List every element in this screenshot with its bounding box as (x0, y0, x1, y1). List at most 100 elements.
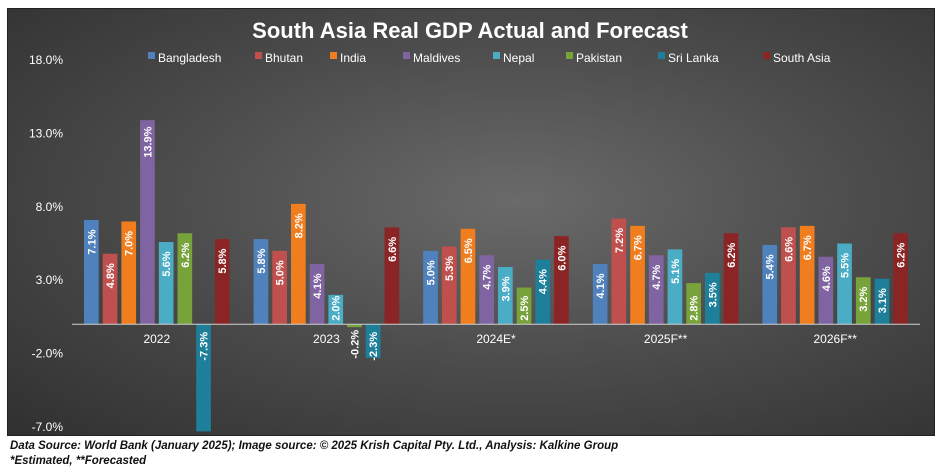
bar-maldives (479, 255, 494, 325)
bar-india (630, 225, 645, 325)
data-label: 6.2% (726, 242, 738, 267)
bar-bhutan (102, 253, 118, 325)
x-category-label: 2023 (313, 332, 340, 346)
data-label: 6.2% (180, 242, 192, 267)
data-label: 4.1% (312, 273, 324, 298)
bar-sri-lanka (196, 324, 211, 432)
data-label: 6.7% (633, 235, 645, 260)
data-label: 5.0% (426, 260, 438, 285)
data-label: 5.8% (256, 248, 268, 273)
bar-bangladesh (423, 250, 438, 325)
data-label: 7.1% (86, 229, 98, 254)
bars (84, 120, 908, 432)
data-label: 7.0% (124, 231, 136, 256)
bar-bhutan (781, 227, 796, 325)
y-tick-label: -2.0% (32, 347, 64, 361)
legend-swatch-india (330, 52, 337, 59)
data-label: 4.7% (651, 264, 663, 289)
bar-maldives (140, 120, 155, 325)
legend-swatch-maldives (403, 52, 410, 59)
data-label: 6.5% (463, 238, 475, 263)
legend: Bangladesh Bhutan India Maldives Nepal Pakist… (148, 51, 831, 65)
bar-bangladesh (592, 264, 608, 325)
legend-label-south-asia: South Asia (773, 51, 831, 65)
y-tick-label: 18.0% (29, 53, 63, 67)
data-label: 7.2% (614, 228, 626, 253)
x-axis: 2022 2023 2024E* 2025F** 2026F** (72, 323, 920, 346)
data-label: 2.5% (519, 295, 531, 320)
footnotes: Data Source: World Bank (January 2025); … (10, 439, 618, 469)
legend-swatch-south-asia (763, 52, 770, 59)
data-label: 2.0% (331, 295, 343, 320)
chart-panel (7, 8, 935, 436)
data-label: -0.2% (349, 330, 361, 359)
data-label: 5.1% (670, 259, 682, 284)
bar-nepal (328, 294, 344, 325)
bar-sri-lanka (705, 272, 720, 325)
bar-sri-lanka (874, 278, 890, 325)
x-category-label: 2025F** (644, 332, 688, 346)
bar-south-asia (893, 233, 908, 325)
data-label: 5.8% (217, 248, 229, 273)
bar-india (799, 225, 815, 325)
data-label: 5.3% (444, 256, 456, 281)
data-label: 4.4% (538, 269, 550, 294)
legend-swatch-pakistan (566, 52, 573, 59)
bar-sri-lanka (535, 259, 551, 325)
bar-maldives (818, 256, 834, 325)
bar-india (291, 203, 306, 325)
legend-swatch-nepal (493, 52, 500, 59)
x-category-label: 2024E* (476, 332, 516, 346)
bar-bangladesh (762, 244, 778, 325)
data-label: 5.6% (161, 251, 173, 276)
data-label: 4.7% (482, 264, 494, 289)
y-tick-label: 3.0% (36, 273, 64, 287)
bar-india (121, 221, 137, 325)
bar-maldives (648, 255, 664, 325)
legend-label-maldives: Maldives (413, 51, 460, 65)
y-tick-label: 13.0% (29, 126, 63, 140)
bar-pakistan (855, 277, 871, 325)
legend-label-india: India (340, 51, 366, 65)
bar-maldives (309, 264, 325, 325)
data-label: 3.9% (500, 276, 512, 301)
data-label: 4.6% (821, 266, 833, 291)
bar-bhutan (441, 246, 457, 325)
data-label: -7.3% (199, 332, 211, 361)
y-tick-label: 8.0% (36, 200, 64, 214)
data-label: 2.8% (689, 295, 701, 320)
bar-pakistan (516, 287, 532, 325)
bar-bangladesh (253, 239, 269, 325)
bar-pakistan (347, 324, 362, 328)
bar-india (460, 228, 476, 325)
x-category-label: 2022 (143, 332, 170, 346)
data-label: 5.0% (275, 260, 287, 285)
data-label: 5.5% (840, 253, 852, 278)
bar-south-asia (723, 233, 739, 325)
data-label: 3.2% (858, 287, 870, 312)
bar-south-asia (384, 227, 400, 325)
data-label: -2.3% (368, 332, 380, 361)
bar-south-asia (214, 239, 230, 325)
data-label: 3.5% (707, 282, 719, 307)
data-label: 6.2% (896, 242, 908, 267)
bar-south-asia (554, 236, 569, 325)
data-label: 13.9% (142, 126, 154, 157)
bar-nepal (667, 249, 683, 325)
legend-label-nepal: Nepal (503, 51, 534, 65)
x-category-label: 2026F** (814, 332, 858, 346)
legend-swatch-bangladesh (148, 52, 155, 59)
data-label: 6.6% (387, 237, 399, 262)
data-labels: 7.1% 4.8% 7.0% 13.9% 5.6% 6.2% -7.3% 5.8% 5.8% 5.… (86, 126, 907, 360)
footnote-legend: *Estimated, **Forecasted (10, 455, 147, 467)
legend-swatch-bhutan (255, 52, 262, 59)
data-label: 4.8% (105, 263, 117, 288)
data-label: 8.2% (293, 213, 305, 238)
chart-svg: South Asia Real GDP Actual and Forecast … (29, 51, 920, 434)
legend-label-pakistan: Pakistan (576, 51, 622, 65)
bar-pakistan (177, 233, 193, 325)
y-axis: 18.0% 13.0% 8.0% 3.0% -2.0% -7.0% (29, 53, 63, 434)
bar-bangladesh (84, 220, 99, 325)
bar-nepal (498, 266, 513, 325)
